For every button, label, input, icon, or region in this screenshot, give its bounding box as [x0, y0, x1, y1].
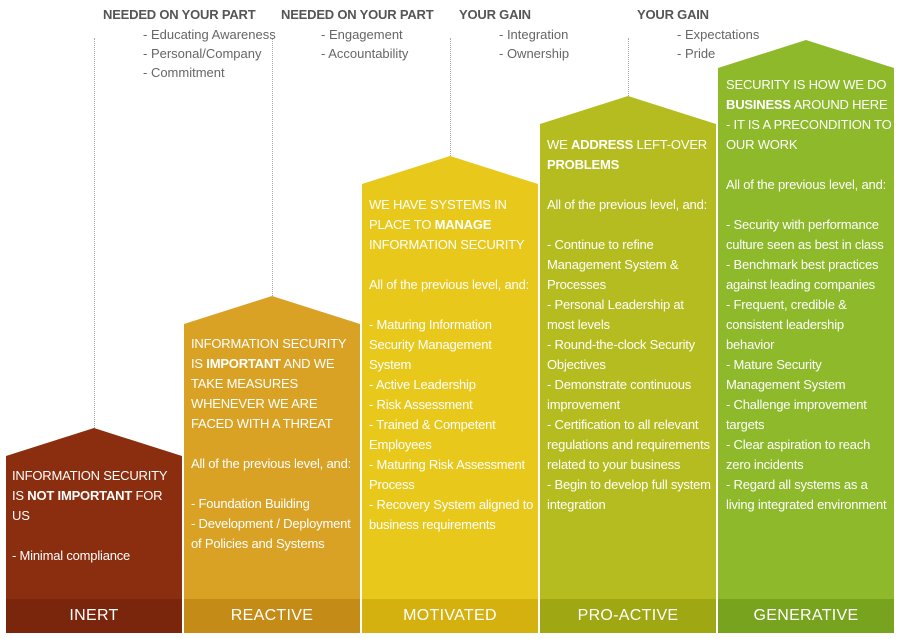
- level-pro-active: WE ADDRESS LEFT-OVER PROBLEMS All of the…: [540, 96, 716, 633]
- header-item: - Ownership: [499, 46, 570, 61]
- level-item: - Challenge improvement targets: [726, 397, 867, 432]
- level-motivated: WE HAVE SYSTEMS IN PLACE TO MANAGE INFOR…: [362, 156, 538, 633]
- header-item: - Accountability: [321, 46, 409, 61]
- header-title: YOUR GAIN: [459, 7, 531, 22]
- level-reactive: INFORMATION SECURITY IS IMPORTANT AND WE…: [184, 296, 360, 633]
- level-generative: SECURITY IS HOW WE DO BUSINESS AROUND HE…: [718, 40, 894, 633]
- level-title: INFORMATION SECURITY IS IMPORTANT AND WE…: [191, 336, 347, 431]
- header-title: NEEDED ON YOUR PART: [103, 7, 256, 22]
- level-label: REACTIVE: [230, 607, 314, 624]
- level-text: WE ADDRESS LEFT-OVER PROBLEMS All of the…: [547, 135, 713, 515]
- level-label: INERT: [69, 607, 119, 624]
- header-items: - Engagement - Accountability: [321, 25, 408, 63]
- level-shape: [6, 428, 182, 633]
- level-item: - Personal Leadership at most levels: [547, 297, 684, 332]
- level-item: - Benchmark best practices against leadi…: [726, 257, 879, 292]
- level-label: MOTIVATED: [403, 607, 497, 624]
- level-item: - Regard all systems as a living integra…: [726, 477, 887, 512]
- header-item: - Educating Awareness: [143, 27, 276, 42]
- level-text: INFORMATION SECURITY IS NOT IMPORTANT FO…: [12, 466, 178, 566]
- level-item: - Frequent, credible & consistent leader…: [726, 297, 847, 352]
- level-shape: [184, 296, 360, 633]
- level-title: SECURITY IS HOW WE DO BUSINESS AROUND HE…: [726, 77, 892, 152]
- level-text: INFORMATION SECURITY IS IMPORTANT AND WE…: [191, 334, 357, 554]
- level-title: INFORMATION SECURITY IS NOT IMPORTANT FO…: [12, 468, 168, 523]
- level-item: - Round-the-clock Security Objectives: [547, 337, 695, 372]
- level-item: - Foundation Building: [191, 496, 310, 511]
- divider-line: [272, 38, 273, 296]
- header-item: - Pride: [677, 46, 716, 61]
- header-items: - Integration - Ownership: [499, 25, 569, 63]
- header-item: - Integration: [499, 27, 569, 42]
- level-item: - Clear aspiration to reach zero inciden…: [726, 437, 871, 472]
- level-shape: [540, 96, 716, 633]
- header-title: NEEDED ON YOUR PART: [281, 7, 434, 22]
- level-intro: All of the previous level, and:: [369, 277, 530, 292]
- level-item: - Maturing Risk Assessment Process: [369, 457, 525, 492]
- level-item: - Recovery System aligned to business re…: [369, 497, 534, 532]
- level-label: GENERATIVE: [753, 607, 859, 624]
- header-items: - Expectations - Pride: [677, 25, 759, 63]
- level-label: PRO-ACTIVE: [577, 607, 679, 624]
- level-item: - Continue to refine Management System &…: [547, 237, 679, 292]
- level-title: WE HAVE SYSTEMS IN PLACE TO MANAGE INFOR…: [369, 197, 525, 252]
- level-item: - Minimal compliance: [12, 548, 131, 563]
- header-item: - Personal/Company: [143, 46, 262, 61]
- level-item: - Development / Deployment of Policies a…: [191, 516, 351, 551]
- level-title: WE ADDRESS LEFT-OVER PROBLEMS: [547, 137, 707, 172]
- level-item: - Security with performance culture seen…: [726, 217, 884, 252]
- level-inert: INFORMATION SECURITY IS NOT IMPORTANT FO…: [6, 428, 182, 633]
- level-text: SECURITY IS HOW WE DO BUSINESS AROUND HE…: [726, 75, 892, 515]
- level-shape: [362, 156, 538, 633]
- header-items: - Educating Awareness - Personal/Company…: [143, 25, 276, 82]
- level-item: - Maturing Information Security Manageme…: [369, 317, 492, 372]
- divider-line: [94, 38, 95, 428]
- level-text: WE HAVE SYSTEMS IN PLACE TO MANAGE INFOR…: [369, 195, 535, 535]
- level-shape: [718, 40, 894, 633]
- level-item: - Begin to develop full system integrati…: [547, 477, 711, 512]
- divider-line: [450, 38, 451, 156]
- header-item: - Commitment: [143, 65, 225, 80]
- header-item: - Expectations: [677, 27, 760, 42]
- level-intro: All of the previous level, and:: [726, 177, 887, 192]
- level-item: - Risk Assessment: [369, 397, 473, 412]
- level-item: - Certification to all relevant regulati…: [547, 417, 710, 472]
- header-title: YOUR GAIN: [637, 7, 709, 22]
- level-intro: All of the previous level, and:: [547, 197, 708, 212]
- level-item: - Active Leadership: [369, 377, 476, 392]
- divider-line: [628, 38, 629, 96]
- level-item: - Trained & Competent Employees: [369, 417, 496, 452]
- level-item: - Demonstrate continuous improvement: [547, 377, 692, 412]
- level-intro: All of the previous level, and:: [191, 456, 352, 471]
- header-item: - Engagement: [321, 27, 403, 42]
- level-item: - Mature Security Management System: [726, 357, 846, 392]
